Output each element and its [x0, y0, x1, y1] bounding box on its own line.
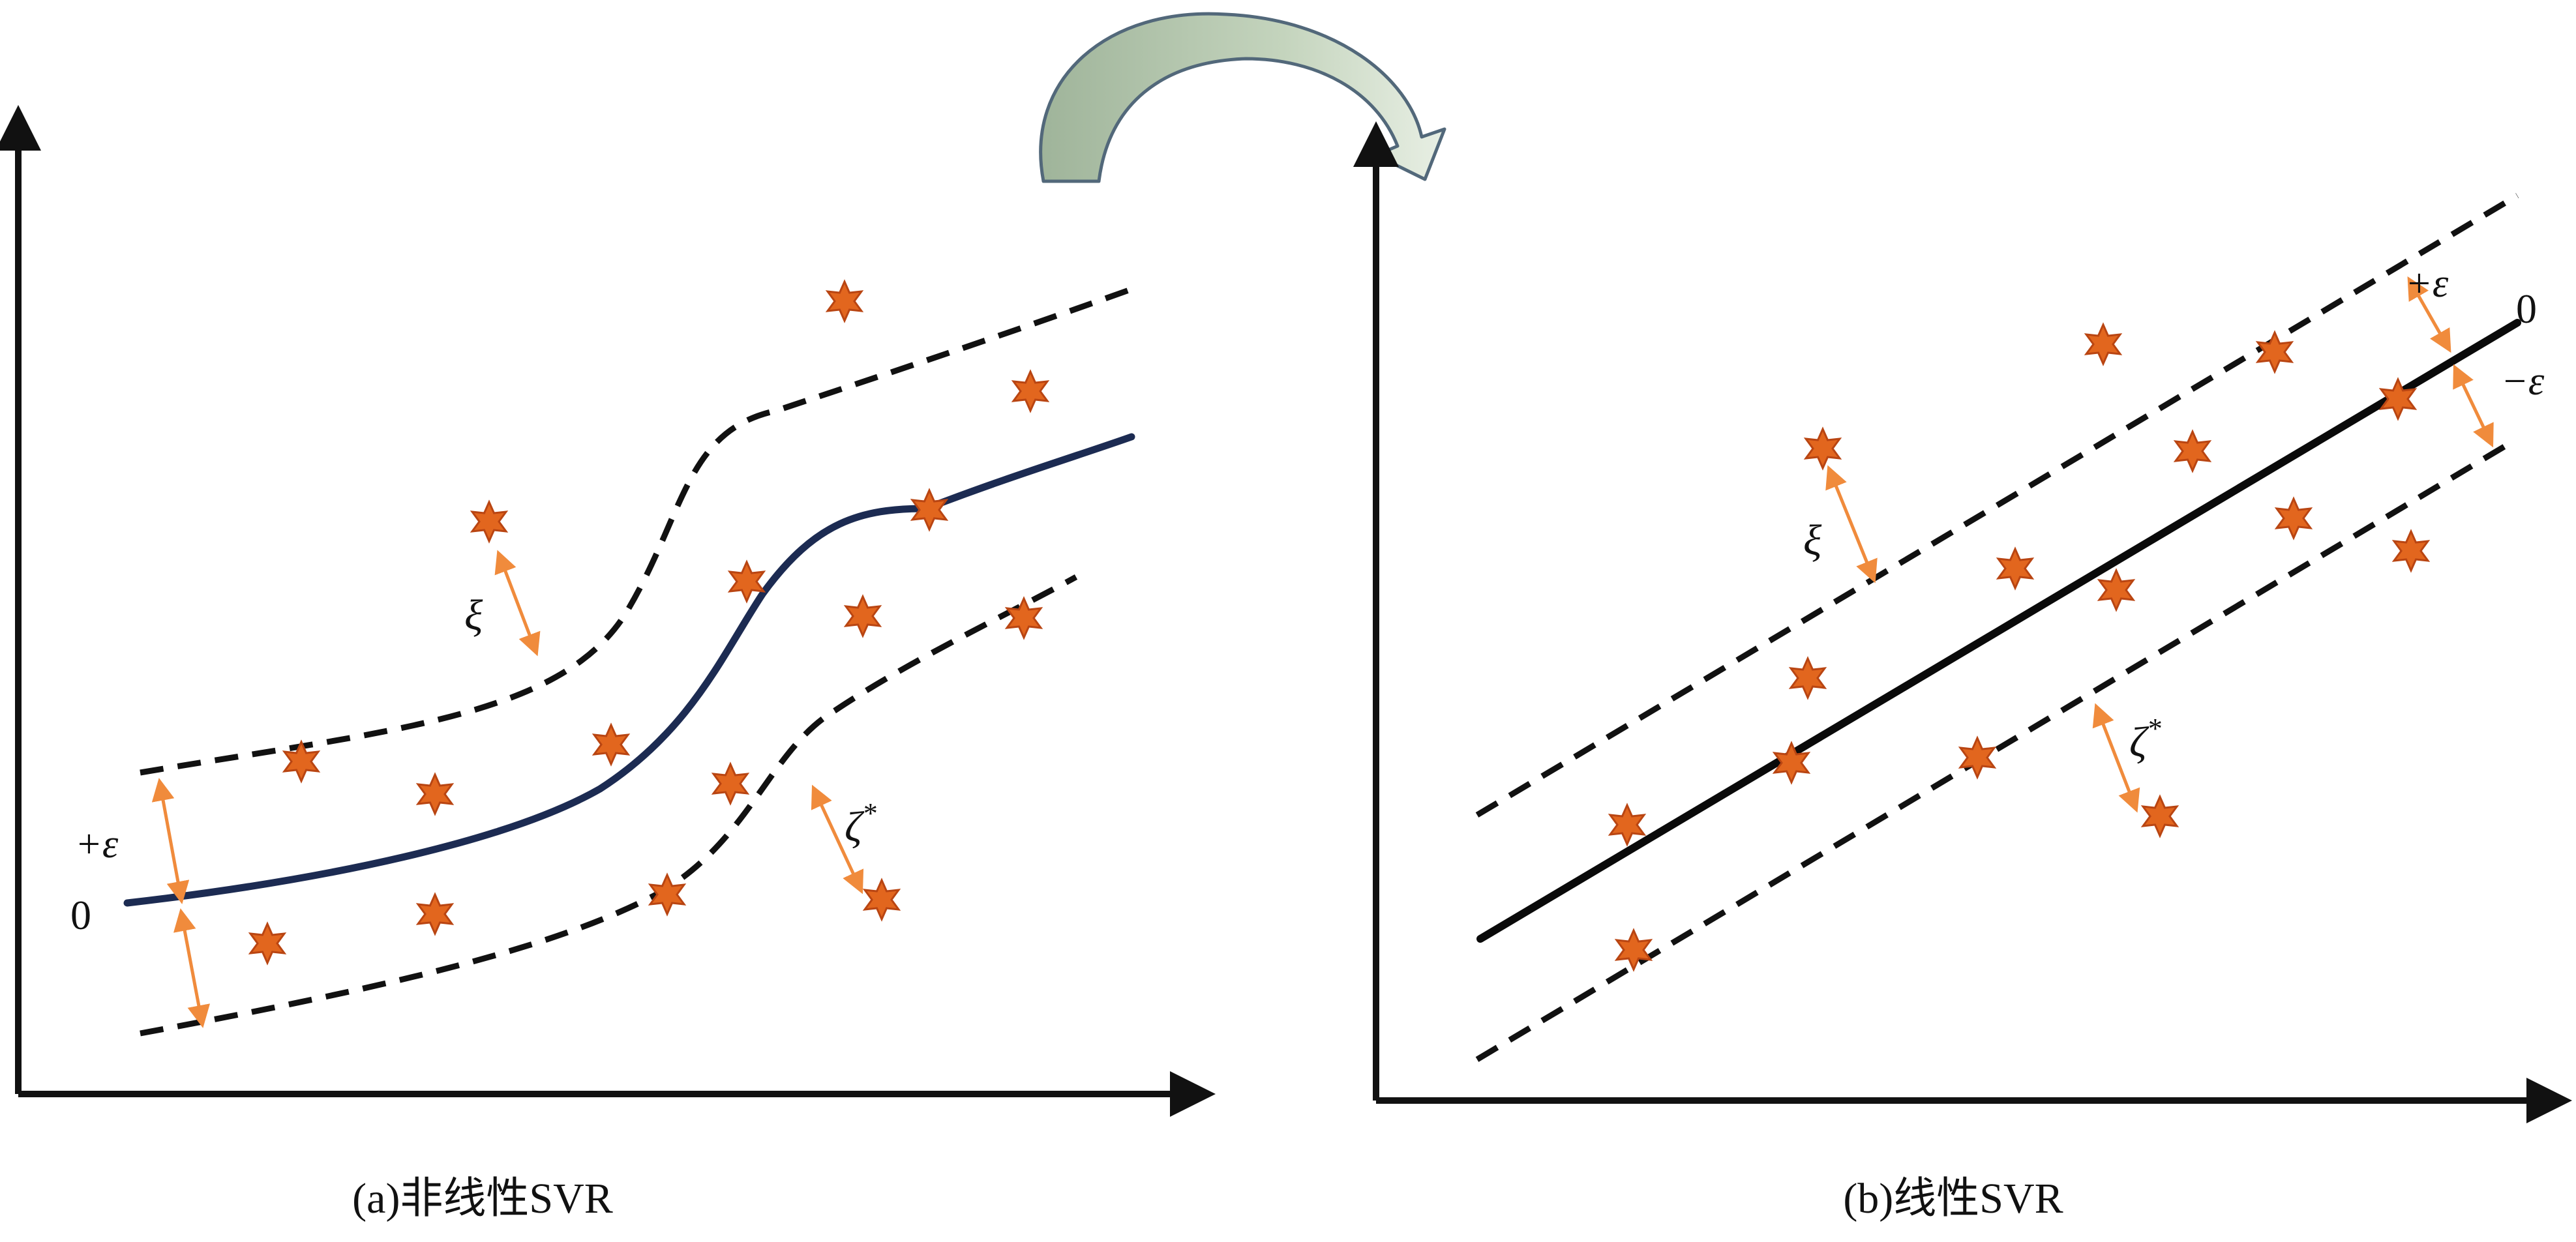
panel-b-sample-point-star-icon-8	[2274, 496, 2313, 540]
panel-b-plus-eps-arrow	[2407, 276, 2451, 353]
panel-a-sample-point-star-icon-15	[862, 878, 901, 922]
panel-b-sample-point-star-icon-2	[2084, 322, 2123, 366]
panel-b-minus-eps-arrow	[2453, 364, 2494, 448]
panel-b-upper-margin	[1475, 193, 2519, 818]
panel-b-sample-point-star-icon-5	[2378, 377, 2418, 421]
panel-a-sample-point-star-icon-5	[910, 488, 949, 532]
panel-b-sample-points	[1608, 322, 2431, 972]
panel-b-xi-star-arrow	[2092, 703, 2140, 813]
panel-a-sample-point-star-icon-7	[1004, 596, 1043, 640]
panel-a-sample-point-star-icon-9	[592, 722, 631, 767]
panel-a-sample-point-star-icon-8	[282, 739, 321, 784]
panel-a-regression-curve	[123, 433, 1135, 907]
panel-a-zero-label: 0	[70, 892, 91, 938]
panel-b-sample-point-star-icon-15	[1614, 928, 1653, 972]
panel-b-xi-star-base: ζ	[2129, 718, 2149, 766]
panel-a-sample-point-star-icon-3	[470, 499, 509, 544]
panel-b-xi-arrow	[1825, 465, 1878, 584]
panel-b-sample-point-star-icon-11	[1772, 741, 1811, 785]
panel-b-caption: (b)线性SVR	[1843, 1175, 2063, 1222]
panel-a-sample-points	[248, 279, 1050, 966]
panel-a-plus-eps-label: +ε	[75, 822, 119, 866]
panel-a-xi-star-label: ζ*	[845, 797, 876, 851]
panel-b-linear: +ε 0 −ε ξ ζ* (b)线性SVR	[1353, 121, 2572, 1222]
panel-b-sample-point-star-icon-3	[2255, 330, 2294, 374]
panel-b-sample-point-star-icon-10	[1788, 656, 1827, 700]
panel-b-plus-eps-label: +ε	[2405, 261, 2449, 306]
panel-a-sample-point-star-icon-11	[711, 761, 750, 806]
panel-a-minus-eps-arrow	[173, 908, 211, 1028]
panel-a-xi-star-arrow	[811, 784, 864, 895]
panel-a-sample-point-star-icon-6	[843, 594, 882, 638]
panel-a-caption: (a)非线性SVR	[352, 1175, 613, 1222]
panel-a-sample-point-star-icon-10	[415, 772, 455, 816]
panel-b-sample-point-star-icon-12	[1958, 735, 1997, 780]
panel-a-sample-point-star-icon-4	[727, 559, 766, 604]
panel-b-minus-eps-label: −ε	[2501, 359, 2545, 404]
panel-b-sample-point-star-icon-7	[2097, 568, 2136, 612]
panel-a-nonlinear: +ε 0 ξ ζ* (a)非线性SVR	[0, 105, 1216, 1222]
panel-a-xi-label: ξ	[464, 591, 483, 639]
panel-a-sample-point-star-icon-13	[415, 892, 455, 936]
panel-b-sample-point-star-icon-6	[1996, 546, 2035, 591]
panel-b-sample-point-star-icon-1	[1803, 426, 1842, 471]
panel-a-sample-point-star-icon-14	[248, 921, 287, 966]
panel-a-xi-arrow	[494, 550, 541, 657]
panel-b-regression-line	[1476, 319, 2521, 943]
panel-a-xi-star-sup: *	[862, 797, 876, 829]
panel-a-xi-star-base: ζ	[845, 803, 865, 851]
panel-b-xi-label: ξ	[1803, 516, 1822, 564]
panel-b-sample-point-star-icon-14	[1608, 803, 1647, 847]
panel-a-sample-point-star-icon-1	[825, 279, 864, 323]
panel-a-upper-margin	[140, 284, 1139, 776]
panel-b-sample-point-star-icon-13	[2140, 794, 2179, 838]
panel-a-sample-point-star-icon-2	[1011, 369, 1050, 413]
panel-b-sample-point-star-icon-9	[2391, 529, 2431, 573]
panel-a-sample-point-star-icon-12	[648, 872, 687, 917]
panel-a-lower-margin	[140, 574, 1078, 1037]
panel-b-xi-star-sup: *	[2147, 713, 2161, 745]
curved-arrow-right-icon	[1039, 12, 1446, 183]
panel-a-plus-eps-arrow	[151, 778, 190, 904]
panel-b-xi-star-label: ζ*	[2129, 713, 2161, 766]
panel-b-zero-label: 0	[2516, 286, 2537, 332]
panel-b-sample-point-star-icon-4	[2173, 429, 2212, 473]
